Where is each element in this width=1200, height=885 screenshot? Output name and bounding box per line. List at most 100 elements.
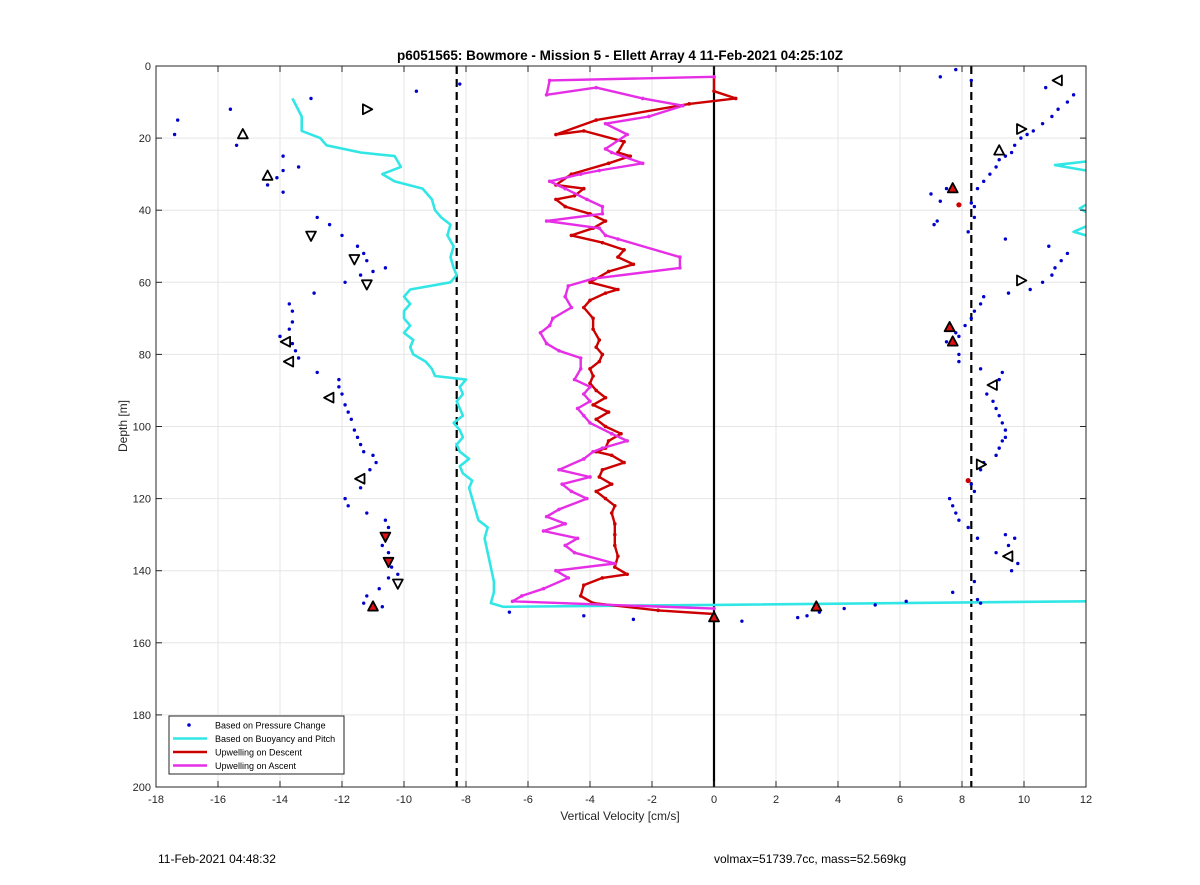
pressure-change-point xyxy=(309,96,313,101)
pressure-change-point xyxy=(944,186,949,191)
pressure-change-point xyxy=(1031,129,1036,133)
x-axis-label: Vertical Velocity [cm/s] xyxy=(560,809,679,823)
pressure-change-point xyxy=(951,504,955,508)
ascent-point xyxy=(566,576,571,580)
y-tick-label: 60 xyxy=(139,277,151,289)
pressure-change-point xyxy=(371,269,375,274)
ascent-point xyxy=(544,341,549,346)
pressure-change-point xyxy=(355,244,360,248)
descent-point xyxy=(591,403,595,407)
pressure-change-point xyxy=(997,446,1001,450)
red-dot-marker xyxy=(956,202,962,208)
ascent-point xyxy=(538,330,543,335)
ascent-point xyxy=(588,385,592,389)
pressure-change-point xyxy=(1065,100,1070,104)
descent-point xyxy=(606,410,611,414)
triangle-marker xyxy=(367,600,379,612)
pressure-change-point xyxy=(972,309,977,313)
pressure-change-point xyxy=(386,525,391,530)
ascent-point xyxy=(563,294,567,299)
pressure-change-point xyxy=(312,291,316,295)
pressure-change-point xyxy=(957,359,961,364)
pressure-change-point xyxy=(346,410,350,414)
ascent-point xyxy=(541,586,546,591)
pressure-change-point xyxy=(982,295,986,299)
descent-point xyxy=(613,565,617,569)
ascent-point xyxy=(603,147,608,151)
pressure-change-point xyxy=(396,572,400,577)
ascent-point xyxy=(600,446,605,450)
pressure-change-point xyxy=(340,392,344,396)
pressure-change-point xyxy=(349,417,353,421)
pressure-change-point xyxy=(997,413,1001,418)
pressure-change-point xyxy=(1000,421,1004,425)
ascent-point xyxy=(578,367,583,371)
pressure-change-point xyxy=(275,176,279,180)
pressure-change-point xyxy=(337,377,341,382)
ascent-point xyxy=(712,75,716,79)
descent-point xyxy=(582,129,586,133)
triangle-marker xyxy=(1002,550,1014,563)
x-tick-label: -2 xyxy=(647,794,657,806)
ascent-point xyxy=(647,114,651,119)
buoyancy-pitch-line xyxy=(1053,160,1087,172)
ascent-point xyxy=(557,348,561,353)
ascent-point xyxy=(547,78,552,83)
triangle-marker xyxy=(946,182,959,194)
y-tick-label: 20 xyxy=(139,133,151,145)
pressure-change-point xyxy=(969,482,973,486)
pressure-change-point xyxy=(975,536,980,540)
pressure-change-point xyxy=(290,309,295,313)
pressure-change-point xyxy=(365,594,369,598)
x-tick-label: 8 xyxy=(959,794,965,806)
pressure-change-point xyxy=(368,468,372,472)
pressure-change-point xyxy=(234,143,239,148)
pressure-change-point xyxy=(290,320,295,324)
ascent-point xyxy=(603,121,608,126)
pressure-change-point xyxy=(414,89,419,93)
legend-label: Based on Pressure Change xyxy=(215,721,326,731)
descent-point xyxy=(597,475,602,479)
ascent-point xyxy=(575,536,580,541)
triangle-marker xyxy=(993,144,1005,156)
pressure-change-point xyxy=(1025,132,1029,137)
pressure-change-point xyxy=(957,518,961,522)
descent-point xyxy=(613,522,617,526)
y-tick-label: 120 xyxy=(133,494,151,506)
pressure-change-point xyxy=(994,453,998,458)
descent-point xyxy=(733,96,738,101)
pressure-change-point xyxy=(281,190,285,194)
descent-point xyxy=(594,388,598,393)
pressure-change-point xyxy=(1040,121,1045,126)
pressure-change-point xyxy=(972,579,977,584)
ascent-point xyxy=(712,606,716,611)
descent-point xyxy=(582,583,586,587)
markers xyxy=(172,67,1076,623)
pressure-change-point xyxy=(582,614,586,618)
descent-point xyxy=(712,89,716,94)
triangle-marker xyxy=(708,611,720,623)
descent-point xyxy=(594,489,598,494)
ascent-point xyxy=(560,482,564,486)
ascent-point xyxy=(566,284,571,288)
pressure-change-point xyxy=(374,460,378,465)
descent-point xyxy=(600,240,605,245)
pressure-change-point xyxy=(944,340,949,344)
descent-point xyxy=(588,280,592,285)
pressure-change-point xyxy=(957,352,961,357)
y-tick-label: 200 xyxy=(133,782,151,794)
triangle-marker xyxy=(361,103,374,116)
pressure-change-point xyxy=(978,468,983,472)
pressure-change-point xyxy=(1009,569,1014,573)
descent-point xyxy=(554,197,558,202)
pressure-change-point xyxy=(362,251,366,256)
ascent-point xyxy=(557,467,561,472)
pressure-change-point xyxy=(296,356,301,360)
triangle-marker xyxy=(1016,123,1028,135)
pressure-change-point xyxy=(1003,237,1008,241)
pressure-change-point xyxy=(932,222,936,227)
pressure-change-point xyxy=(1016,561,1020,566)
triangle-marker xyxy=(360,279,373,291)
descent-point xyxy=(600,576,605,580)
pressure-change-point xyxy=(1047,244,1051,248)
